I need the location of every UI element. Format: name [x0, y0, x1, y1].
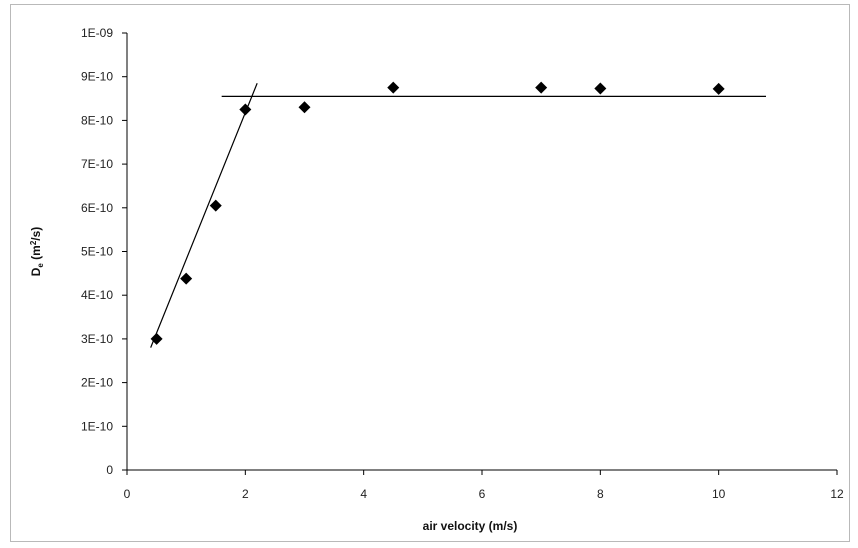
- data-point: [150, 332, 163, 345]
- x-ticks: 0 2 4 6 8 10 12: [124, 470, 844, 501]
- y-axis-title-unit-pre: (m: [29, 245, 43, 263]
- y-tick-label: 3E-10: [81, 332, 113, 346]
- y-tick-label: 0: [106, 463, 113, 477]
- x-tick-label: 4: [360, 487, 367, 501]
- x-tick-label: 10: [712, 487, 726, 501]
- x-tick-label: 6: [479, 487, 486, 501]
- y-tick-label: 6E-10: [81, 201, 113, 215]
- y-tick-label: 1E-10: [81, 419, 113, 433]
- trend-lines: [150, 83, 766, 348]
- y-axis-title-sup: 2: [29, 240, 38, 245]
- y-tick-label: 1E-09: [81, 26, 113, 40]
- y-tick-label: 9E-10: [81, 70, 113, 84]
- data-point: [387, 81, 400, 94]
- data-point: [535, 81, 548, 94]
- trend-line: [150, 83, 258, 348]
- data-point: [594, 82, 607, 95]
- y-axis-title-main: D: [29, 267, 43, 276]
- y-tick-label: 8E-10: [81, 113, 113, 127]
- x-tick-label: 8: [597, 487, 604, 501]
- y-axis-title: De (m2/s): [29, 227, 45, 277]
- x-tick-label: 0: [124, 487, 131, 501]
- y-axis-title-unit-post: /s): [29, 227, 43, 241]
- data-point: [209, 199, 222, 212]
- x-tick-label: 12: [830, 487, 844, 501]
- data-point: [180, 272, 193, 285]
- y-tick-label: 2E-10: [81, 376, 113, 390]
- y-tick-label: 7E-10: [81, 157, 113, 171]
- data-point: [298, 101, 311, 114]
- data-point: [712, 82, 725, 95]
- chart-frame: [10, 4, 850, 542]
- y-ticks: 0 1E-10 2E-10 3E-10 4E-10 5E-10 6E-10 7E-10 8E-1…: [81, 26, 127, 477]
- axes: [126, 33, 837, 471]
- y-tick-label: 4E-10: [81, 288, 113, 302]
- data-points: [150, 81, 725, 345]
- data-point: [239, 103, 252, 116]
- y-tick-label: 5E-10: [81, 245, 113, 259]
- x-axis-title: air velocity (m/s): [423, 519, 518, 533]
- x-tick-label: 2: [242, 487, 249, 501]
- y-axis-title-sub: e: [36, 263, 45, 268]
